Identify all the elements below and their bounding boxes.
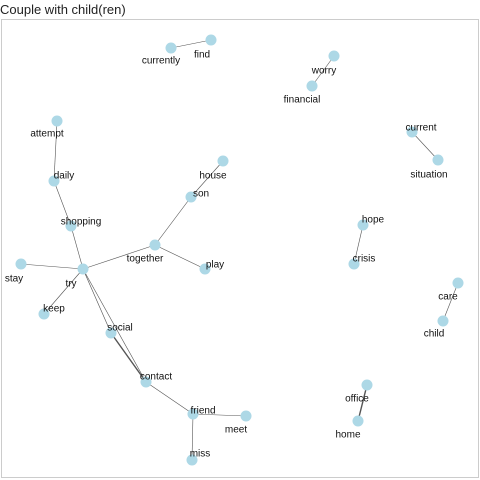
node-home: [352, 415, 364, 427]
node-hope: [357, 219, 369, 231]
node-label-keep: keep: [43, 304, 65, 315]
node-find: [205, 34, 217, 46]
node-label-current: current: [405, 123, 436, 134]
node-meet: [240, 410, 252, 422]
edge-hope-crisis: [353, 224, 364, 265]
edge-try-contact: [82, 268, 147, 383]
node-together: [149, 239, 161, 251]
node-office: [361, 379, 373, 391]
node-label-stay: stay: [5, 274, 23, 285]
node-label-try: try: [65, 279, 76, 290]
node-care: [452, 277, 464, 289]
node-label-social: social: [107, 323, 133, 334]
edge-together-try: [82, 244, 156, 270]
node-child: [437, 315, 449, 327]
node-current: [406, 126, 418, 138]
chart-title: Couple with child(ren): [0, 2, 126, 17]
edge-son-together: [154, 196, 192, 246]
label-layer: find currently worry financial attempt daily s…: [5, 50, 458, 460]
node-label-miss: miss: [190, 449, 211, 460]
node-house: [217, 155, 229, 167]
node-label-worry: worry: [311, 66, 336, 77]
node-label-son: son: [193, 189, 209, 200]
node-label-currently: currently: [142, 56, 180, 67]
node-financial: [306, 80, 318, 92]
node-label-situation: situation: [410, 170, 447, 181]
node-label-office: office: [345, 394, 369, 405]
node-label-care: care: [438, 292, 458, 303]
edge-social-contact: [110, 332, 147, 383]
node-label-find: find: [194, 50, 210, 61]
edge-house-son: [190, 160, 224, 198]
node-label-house: house: [199, 171, 227, 182]
node-try: [77, 263, 89, 275]
edge-stay-try: [20, 263, 84, 270]
node-label-hope: hope: [362, 215, 385, 226]
node-attempt: [51, 115, 63, 127]
node-label-friend: friend: [190, 406, 215, 417]
node-situation: [432, 154, 444, 166]
node-stay: [15, 258, 27, 270]
edge-attempt-daily: [53, 120, 58, 182]
node-shopping: [65, 220, 77, 232]
plot-panel: [1, 19, 479, 478]
node-keep: [38, 308, 50, 320]
node-label-home: home: [335, 430, 360, 441]
node-worry: [328, 50, 340, 62]
edge-care-child: [442, 282, 459, 322]
edge-try-social: [82, 268, 112, 334]
node-layer: [15, 34, 464, 466]
node-play: [199, 263, 211, 275]
edge-office-home: [357, 384, 368, 422]
edge-together-play: [154, 244, 206, 270]
node-contact: [140, 376, 152, 388]
edge-daily-shopping: [53, 180, 72, 227]
node-son: [185, 191, 197, 203]
node-label-together: together: [127, 254, 164, 265]
edge-worry-financial: [311, 55, 335, 87]
node-daily: [48, 175, 60, 187]
node-label-shopping: shopping: [61, 217, 102, 228]
node-label-crisis: crisis: [353, 254, 376, 265]
node-label-daily: daily: [54, 171, 75, 182]
node-miss: [186, 454, 198, 466]
edge-friend-miss: [191, 413, 194, 461]
edge-friend-meet: [192, 413, 247, 417]
node-currently: [165, 42, 177, 54]
edge-contact-friend: [145, 381, 194, 415]
node-friend: [187, 408, 199, 420]
node-social: [105, 327, 117, 339]
edge-layer: [20, 39, 459, 461]
edge-find-currently: [170, 39, 212, 49]
node-label-attempt: attempt: [30, 129, 64, 140]
node-label-child: child: [424, 329, 445, 340]
node-crisis: [348, 258, 360, 270]
node-label-meet: meet: [225, 425, 247, 436]
node-label-play: play: [206, 260, 224, 271]
edge-try-keep: [43, 268, 84, 315]
node-label-financial: financial: [284, 95, 321, 106]
edge-current-situation: [411, 131, 439, 161]
node-label-contact: contact: [140, 372, 172, 383]
edge-shopping-try: [70, 225, 84, 270]
